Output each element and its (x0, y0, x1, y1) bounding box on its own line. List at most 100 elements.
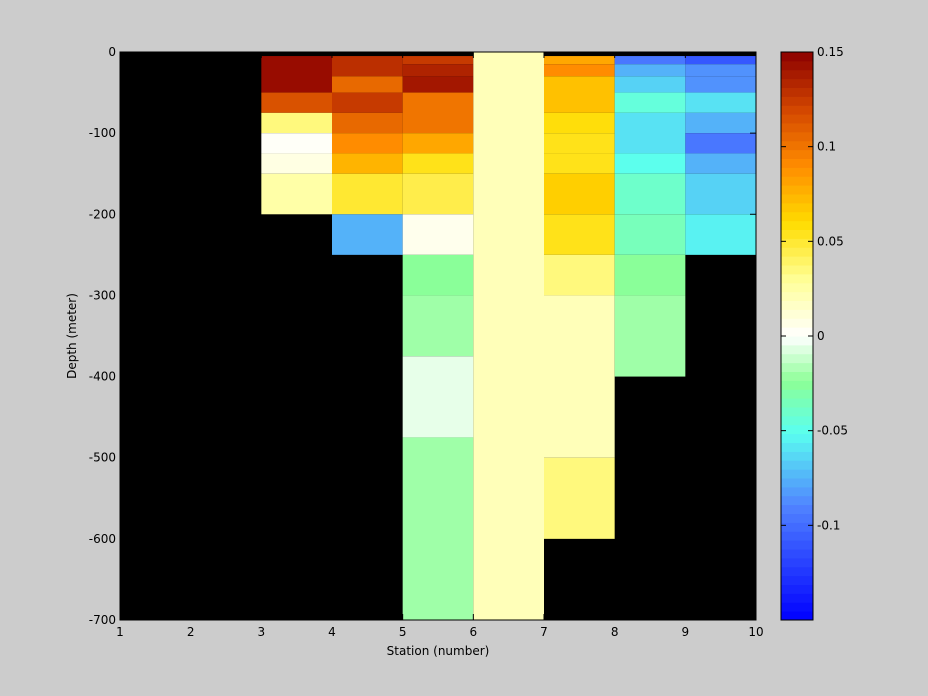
y-tick-label: -500 (89, 451, 116, 465)
colorbar-band (781, 353, 813, 364)
colorbar-tick-label: 0.05 (817, 234, 844, 248)
heatmap-cells (261, 52, 756, 620)
colorbar-band (781, 140, 813, 151)
heatmap-cell (614, 112, 686, 154)
heatmap-cell (544, 133, 615, 154)
heatmap-cell (332, 214, 403, 255)
colorbar-band (781, 407, 813, 417)
heatmap-cell (614, 153, 686, 174)
colorbar-band (781, 495, 813, 506)
heatmap-cell (544, 295, 615, 458)
colorbar-band (781, 256, 813, 266)
colorbar-band (781, 211, 813, 222)
colorbar-band (781, 451, 813, 461)
heatmap-cell (402, 64, 474, 77)
colorbar-band (781, 611, 813, 621)
heatmap-cell (614, 56, 686, 65)
y-axis-ticks: 0 -100 -200 -300 -400 -500 -600 -700 (89, 45, 756, 627)
colorbar-tick-label: 0.1 (817, 140, 836, 154)
colorbar-band (781, 575, 813, 585)
colorbar-ticks: 0.15 0.1 0.05 0 -0.05 -0.1 (781, 45, 848, 532)
x-tick-label: 5 (399, 625, 407, 639)
heatmap-cell (402, 76, 474, 93)
heatmap-cell (614, 64, 686, 77)
y-tick-label: -400 (89, 370, 116, 384)
colorbar-band (781, 327, 813, 337)
heatmap-cell (402, 437, 474, 620)
x-axis-label: Station (number) (387, 644, 490, 658)
x-tick-label: 9 (682, 625, 690, 639)
heatmap-cell (332, 153, 403, 174)
colorbar-band (781, 105, 813, 115)
colorbar (781, 52, 813, 621)
colorbar-band (781, 557, 813, 568)
colorbar-band (781, 194, 813, 204)
heatmap-cell (544, 173, 615, 215)
x-tick-label: 4 (328, 625, 336, 639)
heatmap-cell (402, 92, 474, 134)
colorbar-band (781, 114, 813, 124)
heatmap-cell (614, 76, 686, 93)
heatmap-cell (261, 92, 332, 113)
heatmap-cell (402, 214, 474, 255)
colorbar-band (781, 309, 813, 319)
x-tick-label: 3 (258, 625, 266, 639)
plot-frame (119, 51, 757, 621)
colorbar-band (781, 398, 813, 408)
colorbar-band (781, 389, 813, 399)
y-axis-label: Depth (meter) (65, 293, 79, 379)
heatmap-cell (261, 56, 332, 93)
heatmap-cell (685, 133, 756, 154)
heatmap-cell (402, 56, 474, 65)
heatmap-cell (685, 214, 756, 255)
heatmap-cell (685, 56, 756, 65)
colorbar-band (781, 371, 813, 381)
heatmap-cell (544, 457, 615, 539)
heatmap-cell (402, 295, 474, 357)
heatmap-cell (614, 92, 686, 113)
heatmap-cell (685, 92, 756, 113)
heatmap-cell (402, 254, 474, 296)
heatmap-cell (544, 254, 615, 296)
colorbar-band (781, 442, 813, 452)
colorbar-band (781, 486, 813, 497)
colorbar-band (781, 247, 813, 257)
colorbar-band (781, 176, 813, 186)
heatmap-cell (544, 153, 615, 174)
heatmap-cell (402, 153, 474, 174)
heatmap-cell (332, 92, 403, 113)
x-axis-ticks: 1 2 3 4 5 6 7 8 9 10 (116, 52, 764, 639)
x-tick-label: 7 (540, 625, 548, 639)
colorbar-band (781, 478, 813, 488)
colorbar-band (781, 380, 813, 390)
heatmap-cell (261, 133, 332, 154)
colorbar-band (781, 167, 813, 177)
colorbar-band (781, 149, 813, 159)
colorbar-band (781, 522, 813, 532)
heatmap-cell (685, 112, 756, 134)
heatmap-cell (544, 64, 615, 77)
x-tick-label: 10 (748, 625, 763, 639)
heatmap-cell (332, 112, 403, 134)
colorbar-band (781, 415, 813, 426)
heatmap-cell (261, 173, 332, 215)
colorbar-band (781, 566, 813, 577)
colorbar-band (781, 424, 813, 435)
heatmap-cell (473, 52, 544, 620)
colorbar-band (781, 602, 813, 612)
heatmap-cell (614, 254, 686, 296)
colorbar-band (781, 220, 813, 230)
heatmap-cell (544, 214, 615, 255)
colorbar-band (781, 131, 813, 142)
colorbar-band (781, 549, 813, 559)
heatmap-cell (544, 76, 615, 113)
colorbar-band (781, 362, 813, 372)
colorbar-band (781, 336, 813, 346)
colorbar-band (781, 469, 813, 479)
colorbar-band (781, 433, 813, 443)
colorbar-band (781, 238, 813, 248)
x-tick-label: 6 (470, 625, 478, 639)
heatmap-cell (402, 133, 474, 154)
heatmap-cell (332, 173, 403, 215)
y-tick-label: -700 (89, 613, 116, 627)
